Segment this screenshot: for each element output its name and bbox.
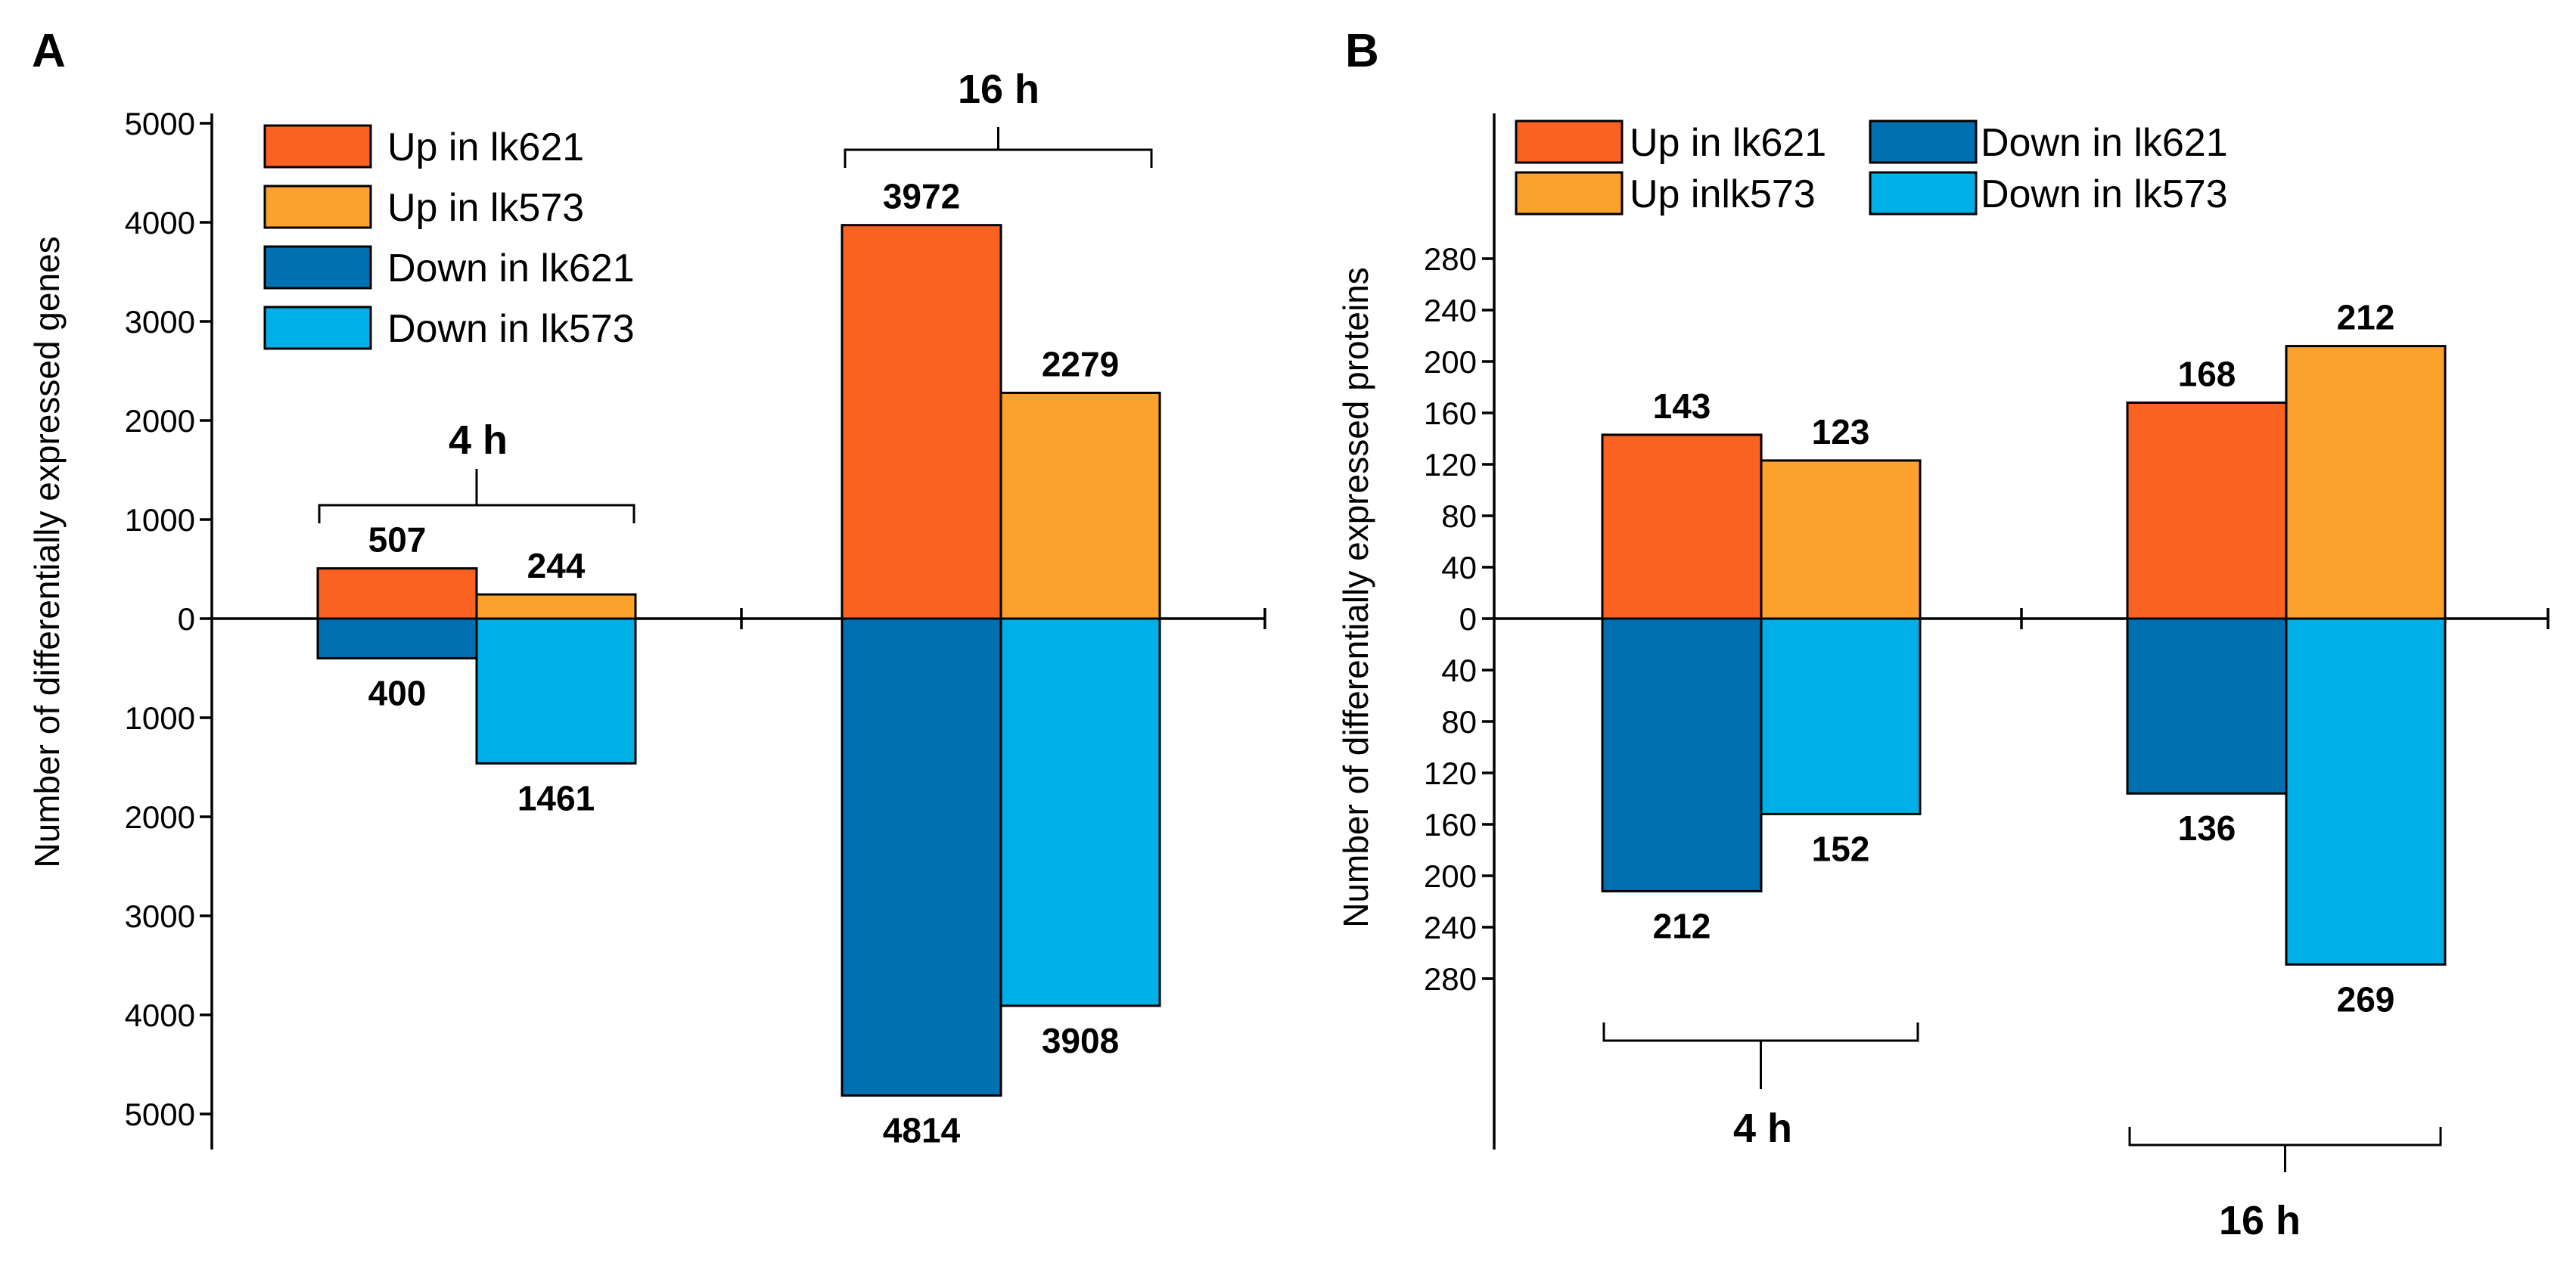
y-tick-label: 5000 bbox=[125, 106, 195, 141]
data-label-up-lk573: 244 bbox=[527, 546, 586, 585]
data-label-down-lk573: 1461 bbox=[517, 778, 595, 818]
legend-label-up-lk621: Up in lk621 bbox=[387, 126, 584, 169]
bar-up-lk573-4h bbox=[1760, 459, 1922, 620]
bar-down-lk621-16h bbox=[2126, 617, 2288, 795]
data-label-up-lk621: 143 bbox=[1653, 386, 1711, 426]
bar-up-lk621-4h bbox=[1601, 433, 1763, 620]
y-tick-label: 4000 bbox=[125, 998, 195, 1033]
group-brace bbox=[318, 469, 635, 523]
group-brace bbox=[844, 127, 1153, 168]
legend-label-up-lk573-b: Up inlk573 bbox=[1630, 172, 1816, 216]
data-label-up-lk621: 168 bbox=[2178, 354, 2236, 393]
legend-label-up-lk573: Up in lk573 bbox=[387, 186, 584, 230]
data-label-up-lk573: 123 bbox=[1812, 412, 1870, 451]
y-tick-label: 2000 bbox=[125, 799, 195, 835]
y-tick-label: 0 bbox=[1459, 601, 1477, 637]
data-label-up-lk621: 507 bbox=[368, 520, 427, 560]
panel-b-legend: Up in lk621 Up inlk573 Down in lk621 Dow… bbox=[1515, 119, 2228, 216]
y-tick-label: 5000 bbox=[125, 1097, 195, 1132]
y-tick-label: 240 bbox=[1424, 910, 1477, 945]
legend-swatch-down-lk621-b bbox=[1869, 119, 1978, 164]
bar-down-lk621-16h bbox=[841, 617, 1002, 1097]
legend-label-down-lk621: Down in lk621 bbox=[387, 247, 635, 290]
panel-a-data-labels: 507 244 400 1461 3972 2279 4814 3908 bbox=[368, 177, 1120, 1150]
bar-down-lk573-16h bbox=[2285, 617, 2447, 966]
data-label-down-lk573: 269 bbox=[2337, 979, 2395, 1019]
bar-down-lk621-4h bbox=[316, 617, 478, 659]
y-tick-label: 280 bbox=[1424, 961, 1477, 997]
y-tick-label: 80 bbox=[1441, 704, 1477, 740]
legend-swatch-up-lk573-b bbox=[1515, 171, 1624, 216]
panel-b-bars bbox=[1601, 345, 2447, 966]
legend-swatch-down-lk621 bbox=[263, 245, 372, 290]
panel-a-group-label-4h: 4 h bbox=[449, 417, 508, 463]
data-label-down-lk621: 4814 bbox=[883, 1111, 961, 1150]
legend-swatch-down-lk573-b bbox=[1869, 171, 1978, 216]
y-tick-label: 200 bbox=[1424, 858, 1477, 894]
y-tick-label: 160 bbox=[1424, 807, 1477, 842]
panel-a-ylabel: Number of differentially expressed genes bbox=[27, 236, 67, 867]
panel-a: A Number of differentially expressed gen… bbox=[27, 25, 1266, 1150]
legend-label-down-lk573: Down in lk573 bbox=[387, 307, 635, 351]
bar-up-lk573-16h bbox=[999, 391, 1161, 620]
bar-up-lk573-16h bbox=[2285, 345, 2447, 620]
y-tick-label: 280 bbox=[1424, 241, 1477, 277]
panel-b: B Number of differentially expressed pro… bbox=[1336, 25, 2550, 1243]
panel-a-y-axis: 5000 4000 3000 2000 1000 0 1000 2000 3000 4000 500… bbox=[125, 106, 1266, 1150]
data-label-down-lk573: 152 bbox=[1812, 829, 1870, 868]
panel-a-legend: Up in lk621 Up in lk573 Down in lk621 Do… bbox=[263, 124, 635, 351]
data-label-down-lk573: 3908 bbox=[1042, 1021, 1119, 1060]
data-label-down-lk621: 136 bbox=[2178, 808, 2236, 848]
y-tick-label: 1000 bbox=[125, 700, 195, 736]
bar-down-lk621-4h bbox=[1601, 617, 1763, 892]
y-tick-label: 3000 bbox=[125, 304, 195, 340]
panel-b-y-axis: 280 240 200 160 120 80 40 0 40 80 120 160 200 240 280 bbox=[1424, 113, 2550, 1150]
data-label-up-lk621: 3972 bbox=[883, 177, 960, 216]
y-tick-label: 240 bbox=[1424, 293, 1477, 328]
data-label-down-lk621: 400 bbox=[368, 673, 427, 712]
legend-swatch-up-lk573 bbox=[263, 185, 372, 229]
y-tick-label: 120 bbox=[1424, 756, 1477, 791]
data-label-up-lk573: 212 bbox=[2337, 298, 2395, 337]
legend-swatch-up-lk621-b bbox=[1515, 119, 1624, 164]
bar-up-lk621-16h bbox=[2126, 401, 2288, 620]
legend-label-down-lk621-b: Down in lk621 bbox=[1981, 121, 2228, 165]
panel-b-group-braces bbox=[1602, 1022, 2442, 1172]
y-tick-label: 2000 bbox=[125, 403, 195, 439]
panel-a-bars bbox=[316, 224, 1161, 1097]
data-label-down-lk621: 212 bbox=[1653, 906, 1711, 945]
y-tick-label: 200 bbox=[1424, 344, 1477, 380]
y-tick-label: 160 bbox=[1424, 396, 1477, 431]
bar-down-lk573-16h bbox=[999, 617, 1161, 1007]
data-label-up-lk573: 2279 bbox=[1042, 344, 1119, 383]
panel-b-group-label-16h: 16 h bbox=[2219, 1198, 2301, 1243]
group-brace bbox=[1602, 1022, 1919, 1089]
y-tick-label: 0 bbox=[178, 601, 195, 637]
panel-b-letter: B bbox=[1345, 25, 1379, 77]
group-brace bbox=[2128, 1127, 2442, 1172]
panel-b-ylabel: Number of differentially expressed prote… bbox=[1336, 267, 1375, 928]
y-tick-label: 80 bbox=[1441, 498, 1477, 534]
bar-up-lk573-4h bbox=[475, 593, 637, 620]
legend-label-down-lk573-b: Down in lk573 bbox=[1981, 172, 2228, 216]
legend-swatch-up-lk621 bbox=[263, 124, 372, 169]
y-tick-label: 120 bbox=[1424, 447, 1477, 483]
bar-up-lk621-4h bbox=[316, 567, 478, 620]
legend-swatch-down-lk573 bbox=[263, 306, 372, 350]
bar-down-lk573-4h bbox=[475, 617, 637, 765]
bar-down-lk573-4h bbox=[1760, 617, 1922, 815]
panel-b-group-label-4h: 4 h bbox=[1733, 1106, 1792, 1151]
panel-a-letter: A bbox=[32, 25, 66, 77]
panel-b-data-labels: 143 123 212 152 168 212 136 269 bbox=[1653, 298, 2395, 1019]
y-tick-label: 40 bbox=[1441, 550, 1477, 585]
panel-a-group-braces bbox=[318, 127, 1153, 523]
y-tick-label: 3000 bbox=[125, 898, 195, 934]
y-tick-label: 4000 bbox=[125, 205, 195, 240]
panel-a-group-label-16h: 16 h bbox=[958, 67, 1039, 112]
y-tick-label: 1000 bbox=[125, 502, 195, 538]
legend-label-up-lk621-b: Up in lk621 bbox=[1630, 121, 1826, 165]
bar-up-lk621-16h bbox=[841, 224, 1002, 620]
y-tick-label: 40 bbox=[1441, 653, 1477, 688]
